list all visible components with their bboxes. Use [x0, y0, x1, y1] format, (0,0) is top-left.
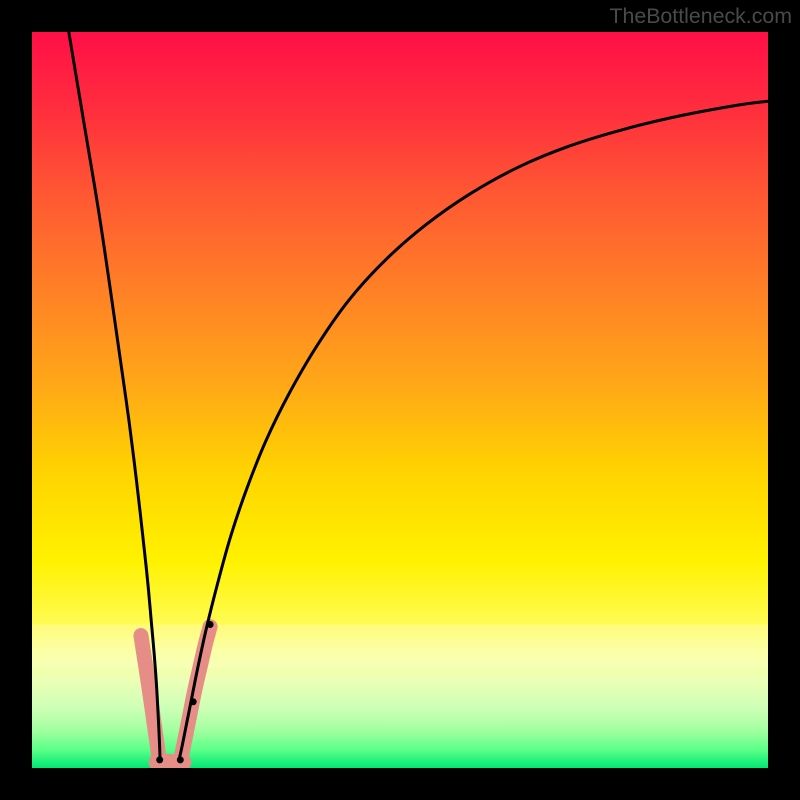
watermark-text: TheBottleneck.com — [609, 4, 792, 29]
data-dot — [177, 756, 184, 763]
data-dot — [207, 621, 214, 628]
chart-svg — [0, 0, 800, 800]
bottleneck-chart — [0, 0, 800, 800]
data-dot — [190, 698, 197, 705]
data-dot — [156, 756, 163, 763]
